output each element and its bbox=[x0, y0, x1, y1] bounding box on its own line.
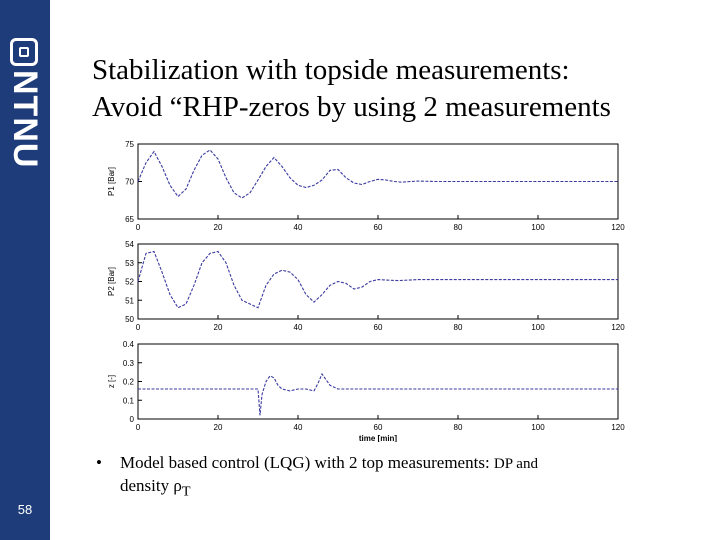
series-line-2 bbox=[137, 250, 618, 309]
x-tick-label-1-120: 120 bbox=[611, 223, 625, 232]
bullet-main-text: Model based control (LQG) with 2 top mea… bbox=[120, 453, 494, 472]
x-tick-label-1-0: 0 bbox=[136, 223, 141, 232]
bullet-small-text: DP and bbox=[493, 456, 538, 472]
x-tick-label-1-40: 40 bbox=[294, 223, 303, 232]
title-line-2: Avoid “RHP-zeros by using 2 measurements bbox=[92, 91, 611, 123]
plot-frame-3 bbox=[137, 343, 619, 420]
slide-title: Stabilization with topside measurements:… bbox=[92, 52, 702, 126]
y-tick-label-2-50: 50 bbox=[125, 315, 134, 324]
sidebar: NTNU 58 bbox=[0, 0, 50, 540]
x-tick-label-2-120: 120 bbox=[611, 323, 625, 332]
x-tick-label-1-60: 60 bbox=[374, 223, 383, 232]
x-tick-label-1-20: 20 bbox=[214, 223, 223, 232]
y-tick-label-2-53: 53 bbox=[125, 259, 134, 268]
plot-frame-2 bbox=[137, 243, 619, 320]
x-tick-label-3-100: 100 bbox=[531, 423, 545, 432]
bullet-line-2: density ρ bbox=[120, 476, 182, 495]
x-tick-label-1-100: 100 bbox=[531, 223, 545, 232]
y-tick-label-3-0.1: 0.1 bbox=[123, 396, 135, 405]
x-tick-label-3-40: 40 bbox=[294, 423, 303, 432]
y-axis-label-1: P1 [Bar] bbox=[107, 167, 116, 196]
x-tick-label-2-60: 60 bbox=[374, 323, 383, 332]
y-tick-label-2-52: 52 bbox=[125, 278, 134, 287]
y-tick-label-1-75: 75 bbox=[125, 140, 134, 149]
x-tick-label-3-80: 80 bbox=[454, 423, 463, 432]
y-axis-label-3: z [-] bbox=[107, 375, 116, 388]
x-tick-label-3-120: 120 bbox=[611, 423, 625, 432]
y-tick-label-3-0: 0 bbox=[130, 415, 135, 424]
x-axis-label: time [min] bbox=[359, 434, 398, 442]
y-tick-label-1-70: 70 bbox=[125, 178, 134, 187]
y-tick-label-2-51: 51 bbox=[125, 296, 134, 305]
bullet-subscript: T bbox=[181, 483, 191, 500]
title-line-1: Stabilization with topside measurements: bbox=[92, 54, 570, 86]
series-line-3 bbox=[138, 372, 618, 416]
x-tick-label-2-40: 40 bbox=[294, 323, 303, 332]
x-tick-label-3-0: 0 bbox=[136, 423, 141, 432]
y-tick-label-1-65: 65 bbox=[125, 215, 134, 224]
bullet-icon: • bbox=[96, 453, 102, 472]
x-tick-label-2-100: 100 bbox=[531, 323, 545, 332]
time-series-plots: 0 20 40 60 80 100 120 65 70 75 P1 [Bar] 0 20 40 60 80 10… bbox=[107, 140, 625, 442]
x-tick-label-2-80: 80 bbox=[454, 323, 463, 332]
page-number: 58 bbox=[17, 502, 33, 517]
x-tick-label-2-20: 20 bbox=[214, 323, 223, 332]
x-tick-label-3-60: 60 bbox=[374, 423, 383, 432]
series-line-1 bbox=[137, 149, 618, 199]
x-tick-label-2-0: 0 bbox=[136, 323, 141, 332]
y-tick-label-3-0.4: 0.4 bbox=[123, 340, 135, 349]
ntnu-logo-icon bbox=[10, 38, 38, 66]
x-tick-label-3-20: 20 bbox=[214, 423, 223, 432]
y-tick-label-3-0.3: 0.3 bbox=[123, 359, 135, 368]
y-axis-label-2: P2 [Bar] bbox=[107, 267, 116, 296]
plot-frame-1 bbox=[137, 143, 619, 220]
brand-wordmark: NTNU bbox=[6, 70, 44, 169]
y-tick-label-2-54: 54 bbox=[125, 240, 134, 249]
y-tick-label-3-0.2: 0.2 bbox=[123, 378, 135, 387]
x-tick-label-1-80: 80 bbox=[454, 223, 463, 232]
